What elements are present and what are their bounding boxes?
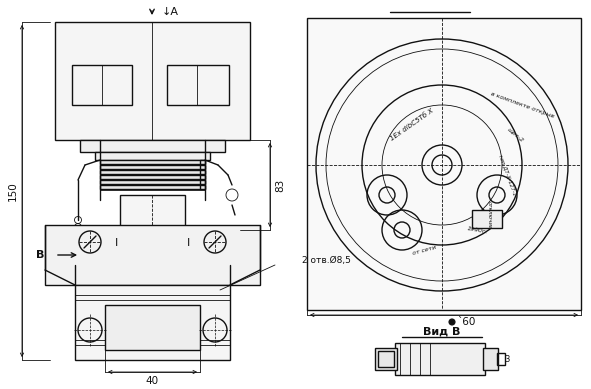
Bar [472, 210, 502, 228]
Bar [378, 351, 394, 367]
Bar [497, 353, 505, 365]
Text: ↓A: ↓A [162, 7, 179, 17]
Text: тип ДТ-Х-127-1: тип ДТ-Х-127-1 [498, 154, 517, 196]
Text: от сети: от сети [412, 244, 437, 256]
Bar [75, 285, 230, 360]
Bar [200, 175, 205, 179]
Bar [307, 18, 581, 310]
Text: 83: 83 [275, 179, 285, 192]
Bar [45, 225, 260, 285]
Text: I: I [115, 238, 119, 248]
Bar [100, 165, 205, 169]
Bar [72, 65, 132, 105]
Text: щит-2: щит-2 [507, 127, 525, 143]
Bar [483, 348, 498, 370]
Text: 1Ex dibС5Тб X: 1Ex dibС5Тб X [389, 108, 435, 142]
Text: Вид В: Вид В [423, 327, 461, 337]
Bar [100, 175, 205, 179]
Text: отключив: отключив [487, 201, 492, 229]
Bar [95, 152, 210, 160]
Bar [200, 160, 205, 164]
Bar [100, 180, 205, 184]
Bar [105, 305, 200, 350]
Circle shape [449, 319, 455, 325]
Bar [100, 170, 205, 174]
Bar [55, 22, 250, 140]
Bar [375, 348, 397, 370]
Text: 40: 40 [145, 376, 158, 386]
Bar [200, 185, 205, 189]
Bar [200, 170, 205, 174]
Bar [167, 65, 229, 105]
Text: 1990г.: 1990г. [466, 226, 488, 234]
Bar [100, 185, 205, 189]
Bar [395, 343, 485, 375]
Text: 2 отв.Ø8,5: 2 отв.Ø8,5 [302, 256, 351, 265]
Bar [200, 165, 205, 169]
Text: В: В [36, 250, 44, 260]
Bar [200, 180, 205, 184]
Text: 3: 3 [504, 354, 509, 363]
Text: в комплекте открыв: в комплекте открыв [490, 91, 555, 119]
Bar [100, 160, 205, 164]
Bar [120, 195, 185, 230]
Text: `60: `60 [457, 317, 475, 327]
Text: 150: 150 [8, 181, 18, 201]
Bar [80, 140, 225, 152]
Text: I: I [186, 238, 190, 248]
